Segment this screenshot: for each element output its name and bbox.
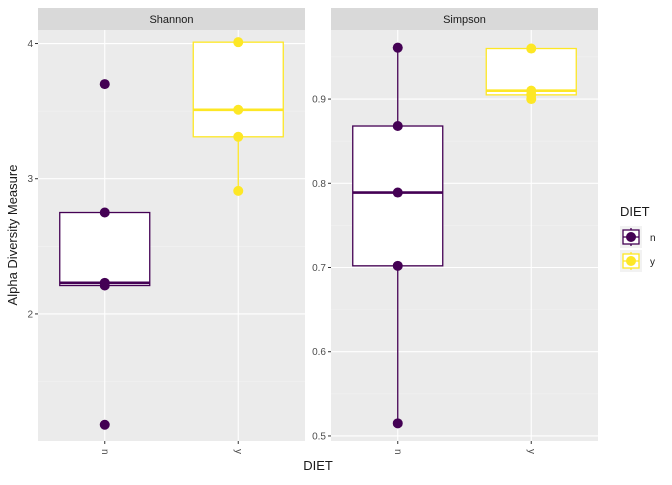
facet-strip — [38, 8, 305, 30]
point-n — [99, 280, 110, 291]
point-y — [233, 104, 244, 115]
facet-strip — [331, 8, 598, 30]
box-n — [59, 211, 151, 287]
legend-label-y: y — [650, 257, 655, 268]
y-tick-label: 0.7 — [312, 263, 326, 274]
y-tick-label: 0.9 — [312, 95, 326, 106]
y-tick-label: 0.5 — [312, 431, 326, 442]
y-tick-label: 4 — [27, 39, 33, 50]
legend-key-point — [626, 256, 636, 266]
point-n — [392, 121, 403, 132]
facet-strip-label: Shannon — [149, 14, 193, 26]
x-axis-title: DIET — [303, 458, 333, 473]
point-y — [233, 131, 244, 142]
x-tick-label: n — [392, 449, 403, 455]
y-tick-label: 2 — [27, 309, 33, 320]
x-tick-label: y — [233, 449, 244, 454]
x-tick-label: n — [99, 449, 110, 455]
legend-key-point — [626, 232, 636, 242]
legend: DIET n y — [620, 204, 656, 272]
y-axis-title: Alpha Diversity Measure — [5, 165, 20, 306]
y-tick-label: 3 — [27, 174, 33, 185]
point-n — [392, 260, 403, 271]
point-y — [233, 37, 244, 48]
legend-label-n: n — [650, 233, 656, 244]
point-n — [99, 419, 110, 430]
point-y — [526, 94, 537, 105]
point-n — [99, 207, 110, 218]
y-tick-label: 0.8 — [312, 179, 326, 190]
point-n — [392, 187, 403, 198]
point-n — [392, 418, 403, 429]
point-n — [392, 42, 403, 53]
point-y — [233, 185, 244, 196]
facet-panel-simpson: Simpson 0.5 0.6 0.7 0.8 0.9 n y — [312, 8, 598, 455]
point-n — [99, 79, 110, 90]
facet-strip-label: Simpson — [443, 14, 486, 26]
y-tick-label: 0.6 — [312, 347, 326, 358]
legend-title: DIET — [620, 204, 650, 219]
point-y — [526, 43, 537, 54]
box-y — [192, 41, 284, 138]
x-tick-label: y — [526, 449, 537, 454]
facet-panel-shannon: Shannon 2 3 4 n y — [27, 8, 305, 455]
